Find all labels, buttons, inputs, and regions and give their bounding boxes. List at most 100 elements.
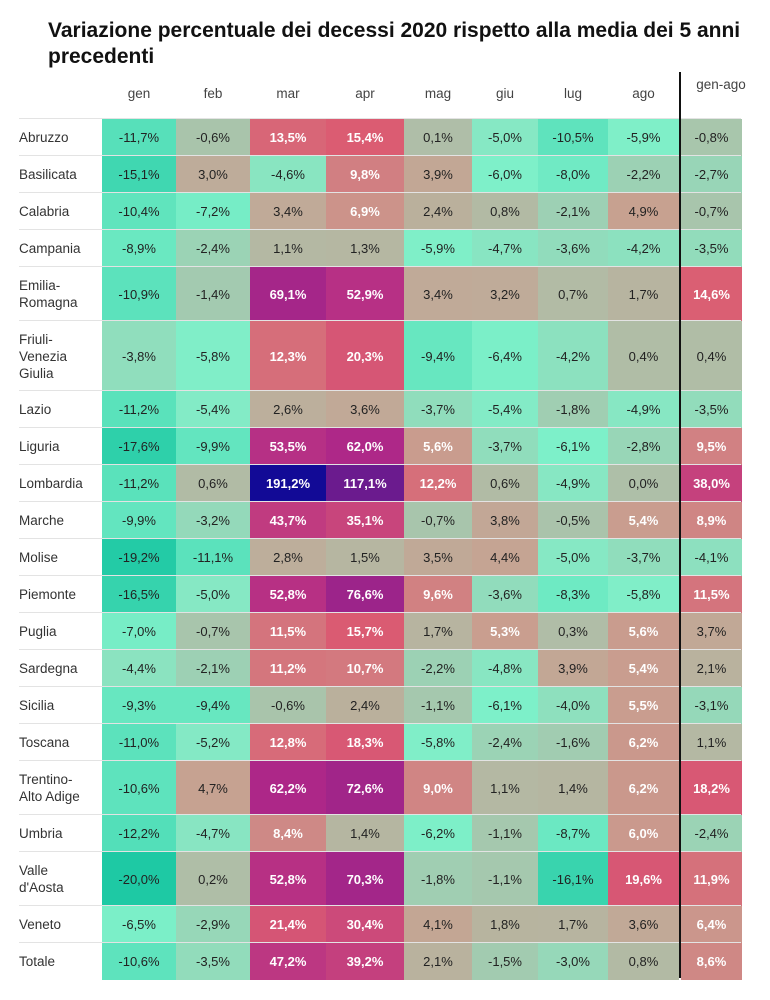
heatmap-cell: -3,6% — [472, 576, 538, 613]
heatmap-cell: 0,4% — [681, 321, 742, 391]
heatmap-cell: -3,7% — [608, 539, 679, 576]
heatmap-cell: 3,6% — [608, 906, 679, 943]
heatmap-cell: -9,9% — [176, 428, 250, 465]
row-label: Toscana — [19, 735, 70, 750]
heatmap-cell: 2,8% — [250, 539, 326, 576]
heatmap-cell: 8,9% — [681, 502, 742, 539]
heatmap-cell: -6,4% — [472, 321, 538, 391]
heatmap-cell: -11,1% — [176, 539, 250, 576]
heatmap-cell: 52,8% — [250, 852, 326, 906]
heatmap-cell: -2,4% — [681, 815, 742, 852]
heatmap-cell: 11,5% — [681, 576, 742, 613]
heatmap-cell: -1,1% — [472, 815, 538, 852]
row-label: Abruzzo — [19, 130, 69, 145]
heatmap-cell: -4,4% — [102, 650, 176, 687]
heatmap-cell: -4,7% — [176, 815, 250, 852]
row-divider — [19, 575, 741, 576]
heatmap-cell: -4,2% — [608, 230, 679, 267]
heatmap-cell: -2,8% — [608, 428, 679, 465]
heatmap-cell: 0,6% — [176, 465, 250, 502]
row-divider — [19, 649, 741, 650]
heatmap-cell: 6,4% — [681, 906, 742, 943]
heatmap-cell: -5,8% — [404, 724, 472, 761]
heatmap-cell: 1,7% — [608, 267, 679, 321]
heatmap-cell: -8,7% — [538, 815, 608, 852]
heatmap-cell: 12,2% — [404, 465, 472, 502]
heatmap-cell: 6,9% — [326, 193, 404, 230]
heatmap-cell: 0,6% — [472, 465, 538, 502]
heatmap-cell: 5,4% — [608, 650, 679, 687]
heatmap-cell: 39,2% — [326, 943, 404, 980]
heatmap-cell: -8,0% — [538, 156, 608, 193]
heatmap-cell: 4,1% — [404, 906, 472, 943]
heatmap-cell: -0,6% — [250, 687, 326, 724]
heatmap-cell: 11,2% — [250, 650, 326, 687]
heatmap-cell: -3,5% — [176, 943, 250, 980]
heatmap-cell: 18,3% — [326, 724, 404, 761]
heatmap-cell: -1,8% — [404, 852, 472, 906]
heatmap-cell: 1,4% — [538, 761, 608, 815]
row-divider — [19, 229, 741, 230]
heatmap-cell: 191,2% — [250, 465, 326, 502]
heatmap-cell: 62,2% — [250, 761, 326, 815]
heatmap-cell: -5,8% — [608, 576, 679, 613]
row-label: Lombardia — [19, 476, 83, 491]
heatmap-cell: -10,6% — [102, 943, 176, 980]
heatmap-cell: 13,5% — [250, 119, 326, 156]
heatmap-cell: -9,4% — [404, 321, 472, 391]
heatmap-cell: -2,2% — [404, 650, 472, 687]
heatmap-cell: -1,8% — [538, 391, 608, 428]
heatmap-cell: -5,0% — [472, 119, 538, 156]
heatmap-cell: 3,8% — [472, 502, 538, 539]
heatmap-cell: 21,4% — [250, 906, 326, 943]
heatmap-cell: 2,6% — [250, 391, 326, 428]
heatmap-cell: -10,5% — [538, 119, 608, 156]
heatmap-cell: -4,2% — [538, 321, 608, 391]
heatmap-cell: -19,2% — [102, 539, 176, 576]
row-label: Liguria — [19, 439, 60, 454]
heatmap-cell: 0,8% — [472, 193, 538, 230]
heatmap-cell: -2,1% — [176, 650, 250, 687]
row-label: Marche — [19, 513, 65, 528]
heatmap-cell: 52,8% — [250, 576, 326, 613]
heatmap-cell: -16,1% — [538, 852, 608, 906]
heatmap-cell: 0,0% — [608, 465, 679, 502]
heatmap-cell: 3,4% — [250, 193, 326, 230]
heatmap-cell: -2,1% — [538, 193, 608, 230]
column-header: feb — [203, 86, 223, 101]
heatmap-cell: 5,5% — [608, 687, 679, 724]
row-label: Puglia — [19, 624, 57, 639]
row-divider — [19, 118, 741, 119]
heatmap-cell: -1,6% — [538, 724, 608, 761]
heatmap-cell: 2,1% — [681, 650, 742, 687]
heatmap-cell: 1,3% — [326, 230, 404, 267]
heatmap-cell: -3,1% — [681, 687, 742, 724]
row-divider — [19, 266, 741, 267]
heatmap-cell: -3,5% — [681, 391, 742, 428]
heatmap-cell: -3,0% — [538, 943, 608, 980]
heatmap-cell: -4,9% — [538, 465, 608, 502]
heatmap-cell: -5,0% — [538, 539, 608, 576]
heatmap-cell: -0,7% — [176, 613, 250, 650]
heatmap-cell: -9,3% — [102, 687, 176, 724]
row-label: Friuli-Venezia Giulia — [19, 331, 68, 381]
column-header: gen-ago — [696, 77, 746, 92]
heatmap-cell: 20,3% — [326, 321, 404, 391]
heatmap-cell: -8,9% — [102, 230, 176, 267]
heatmap-cell: 3,7% — [681, 613, 742, 650]
heatmap-cell: 0,3% — [538, 613, 608, 650]
heatmap-cell: 11,5% — [250, 613, 326, 650]
heatmap-cell: -1,5% — [472, 943, 538, 980]
heatmap-cell: 3,9% — [538, 650, 608, 687]
heatmap-cell: 12,8% — [250, 724, 326, 761]
row-divider — [19, 464, 741, 465]
heatmap-cell: 4,7% — [176, 761, 250, 815]
heatmap-cell: 8,6% — [681, 943, 742, 980]
chart-title: Variazione percentuale dei decessi 2020 … — [48, 19, 741, 68]
heatmap-cell: 1,8% — [472, 906, 538, 943]
heatmap-cell: -10,9% — [102, 267, 176, 321]
heatmap-cell: -11,2% — [102, 465, 176, 502]
heatmap-cell: -5,4% — [472, 391, 538, 428]
row-divider — [19, 942, 741, 943]
heatmap-cell: -6,5% — [102, 906, 176, 943]
